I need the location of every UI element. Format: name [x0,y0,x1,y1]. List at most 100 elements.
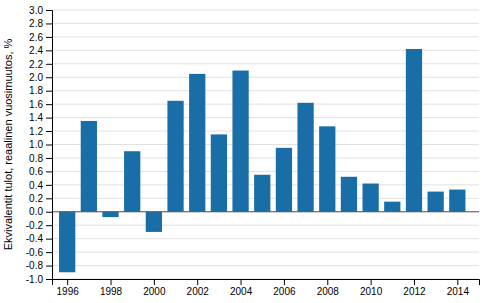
zero-line [52,211,479,212]
tick-mark [46,77,52,78]
tick-label: -0.6 [26,247,44,258]
y-tick: -0.4 [26,233,52,244]
bar [167,101,183,212]
bar [449,190,465,212]
y-tick: 1.8 [29,85,52,96]
grid-line [52,36,479,37]
tick-mark [46,37,52,38]
tick-mark [46,131,52,132]
grid-line [52,225,479,226]
tick-label: 2012 [403,286,426,297]
grid-line [52,252,479,253]
tick-label: 2002 [187,286,210,297]
tick-label: 0.8 [29,153,43,164]
bar [406,49,422,212]
x-tick: 1998 [100,279,123,297]
bar [384,202,400,212]
tick-label: 1.4 [29,112,43,123]
tick-mark [46,64,52,65]
tick-mark [46,212,52,213]
x-tick: 2006 [273,279,296,297]
bar [319,126,335,211]
bar [189,74,205,212]
y-tick: 1.2 [29,126,52,137]
tick-mark [46,145,52,146]
y-tick: 0.0 [29,206,52,217]
tick-label: 2.6 [29,32,43,43]
tick-label: 2000 [143,286,166,297]
y-tick: 3.0 [29,5,52,16]
grid [52,10,479,279]
tick-mark [46,23,52,24]
y-tick: 0.4 [29,180,52,191]
y-tick: 1.4 [29,112,52,123]
tick-label: 1.8 [29,85,43,96]
x-axis: 1996 1998 2000 2002 2004 2006 2008 2010 2012 2014 [53,279,480,297]
tick-label: -1.0 [26,274,44,285]
tick-label: 2008 [317,286,340,297]
bar [428,192,444,212]
tick-mark [414,279,415,285]
tick-label: 1.0 [29,139,43,150]
tick-label: 2.8 [29,18,43,29]
tick-label: -0.8 [26,260,44,271]
tick-mark [197,279,198,285]
bar [254,175,270,212]
bars [59,49,465,272]
tick-label: 2.0 [29,72,43,83]
grid-line [52,23,479,24]
x-tick: 2002 [187,279,210,297]
tick-label: 0.2 [29,193,43,204]
tick-label: 1998 [100,286,123,297]
tick-label: -0.4 [26,233,44,244]
tick-label: 0.4 [29,180,43,191]
tick-mark [46,225,52,226]
y-tick: 0.6 [29,166,52,177]
x-tick: 2014 [447,279,470,297]
y-axis: -1.0 -0.8 -0.6 -0.4 -0.2 0.0 0.2 0.4 0.6 0.8 1.0 1.… [26,5,53,285]
tick-mark [46,158,52,159]
tick-mark [46,91,52,92]
tick-mark [46,171,52,172]
tick-label: 2004 [230,286,253,297]
bar [146,212,162,232]
tick-mark [67,279,68,285]
chart: -1.0 -0.8 -0.6 -0.4 -0.2 0.0 0.2 0.4 0.6 0.8 1.0 1.… [0,0,491,303]
y-tick: 0.2 [29,193,52,204]
y-tick: -0.2 [26,220,52,231]
tick-label: -0.2 [26,220,44,231]
tick-mark [371,279,372,285]
bar [124,151,140,212]
tick-mark [46,10,52,11]
x-tick: 2004 [230,279,253,297]
tick-mark [154,279,155,285]
tick-mark [46,185,52,186]
y-tick: 1.0 [29,139,52,150]
tick-mark [46,118,52,119]
y-tick: 0.8 [29,153,52,164]
tick-mark [46,50,52,51]
axis-line [53,280,480,286]
tick-label: 1996 [57,286,80,297]
y-tick: -1.0 [26,274,52,285]
tick-label: 2010 [360,286,383,297]
bar [102,212,118,217]
tick-mark [46,198,52,199]
y-tick: -0.6 [26,247,52,258]
tick-mark [327,279,328,285]
tick-mark [284,279,285,285]
tick-label: 3.0 [29,5,43,16]
x-tick: 2012 [403,279,426,297]
y-tick: -0.8 [26,260,52,271]
y-tick: 2.0 [29,72,52,83]
tick-mark [457,279,458,285]
grid-line [52,238,479,239]
bar [341,177,357,212]
tick-label: 0.6 [29,166,43,177]
tick-label: 2.2 [29,59,43,70]
axis-line [46,11,53,280]
bar [232,71,248,212]
bar [59,212,75,273]
y-tick: 2.6 [29,32,52,43]
bar [81,121,97,212]
